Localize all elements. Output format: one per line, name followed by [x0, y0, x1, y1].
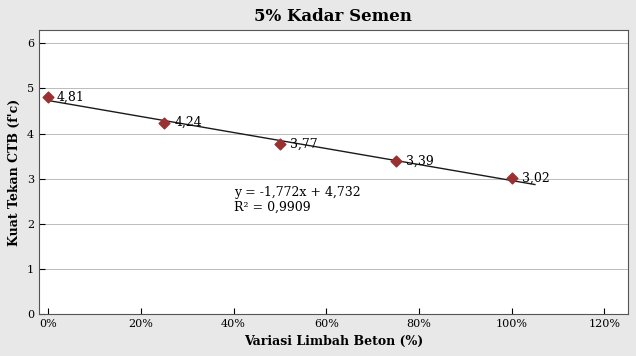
- Point: [507, 175, 517, 181]
- Text: 3,77: 3,77: [290, 137, 318, 151]
- Point: [391, 158, 401, 164]
- Text: 4,24: 4,24: [174, 116, 202, 129]
- Text: 4,81: 4,81: [57, 90, 85, 104]
- Point: [43, 94, 53, 100]
- Y-axis label: Kuat Tekan CTB (f'c): Kuat Tekan CTB (f'c): [8, 98, 22, 246]
- Point: [275, 141, 285, 147]
- Text: 3,02: 3,02: [522, 171, 550, 184]
- Text: 3,39: 3,39: [406, 155, 434, 168]
- Point: [159, 120, 169, 126]
- Text: y = -1,772x + 4,732
R² = 0,9909: y = -1,772x + 4,732 R² = 0,9909: [233, 185, 360, 214]
- Title: 5% Kadar Semen: 5% Kadar Semen: [254, 8, 412, 25]
- X-axis label: Variasi Limbah Beton (%): Variasi Limbah Beton (%): [244, 335, 423, 348]
